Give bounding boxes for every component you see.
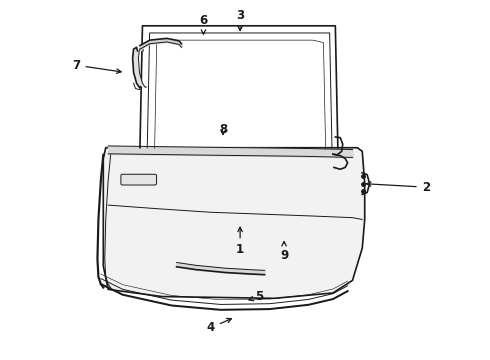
Text: 6: 6: [199, 14, 208, 34]
Text: 5: 5: [249, 290, 264, 303]
Text: 9: 9: [280, 242, 288, 262]
Polygon shape: [103, 148, 365, 298]
Text: 1: 1: [236, 227, 244, 256]
Text: 2: 2: [367, 181, 430, 194]
Text: 8: 8: [219, 123, 227, 136]
Text: 7: 7: [73, 59, 121, 73]
Text: 4: 4: [207, 319, 231, 334]
Polygon shape: [133, 47, 147, 87]
Text: 3: 3: [236, 9, 244, 31]
FancyBboxPatch shape: [121, 174, 157, 185]
